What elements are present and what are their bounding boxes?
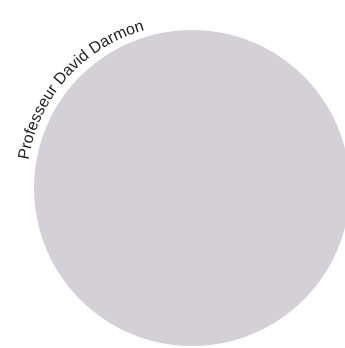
avatar-circle [34, 30, 345, 346]
